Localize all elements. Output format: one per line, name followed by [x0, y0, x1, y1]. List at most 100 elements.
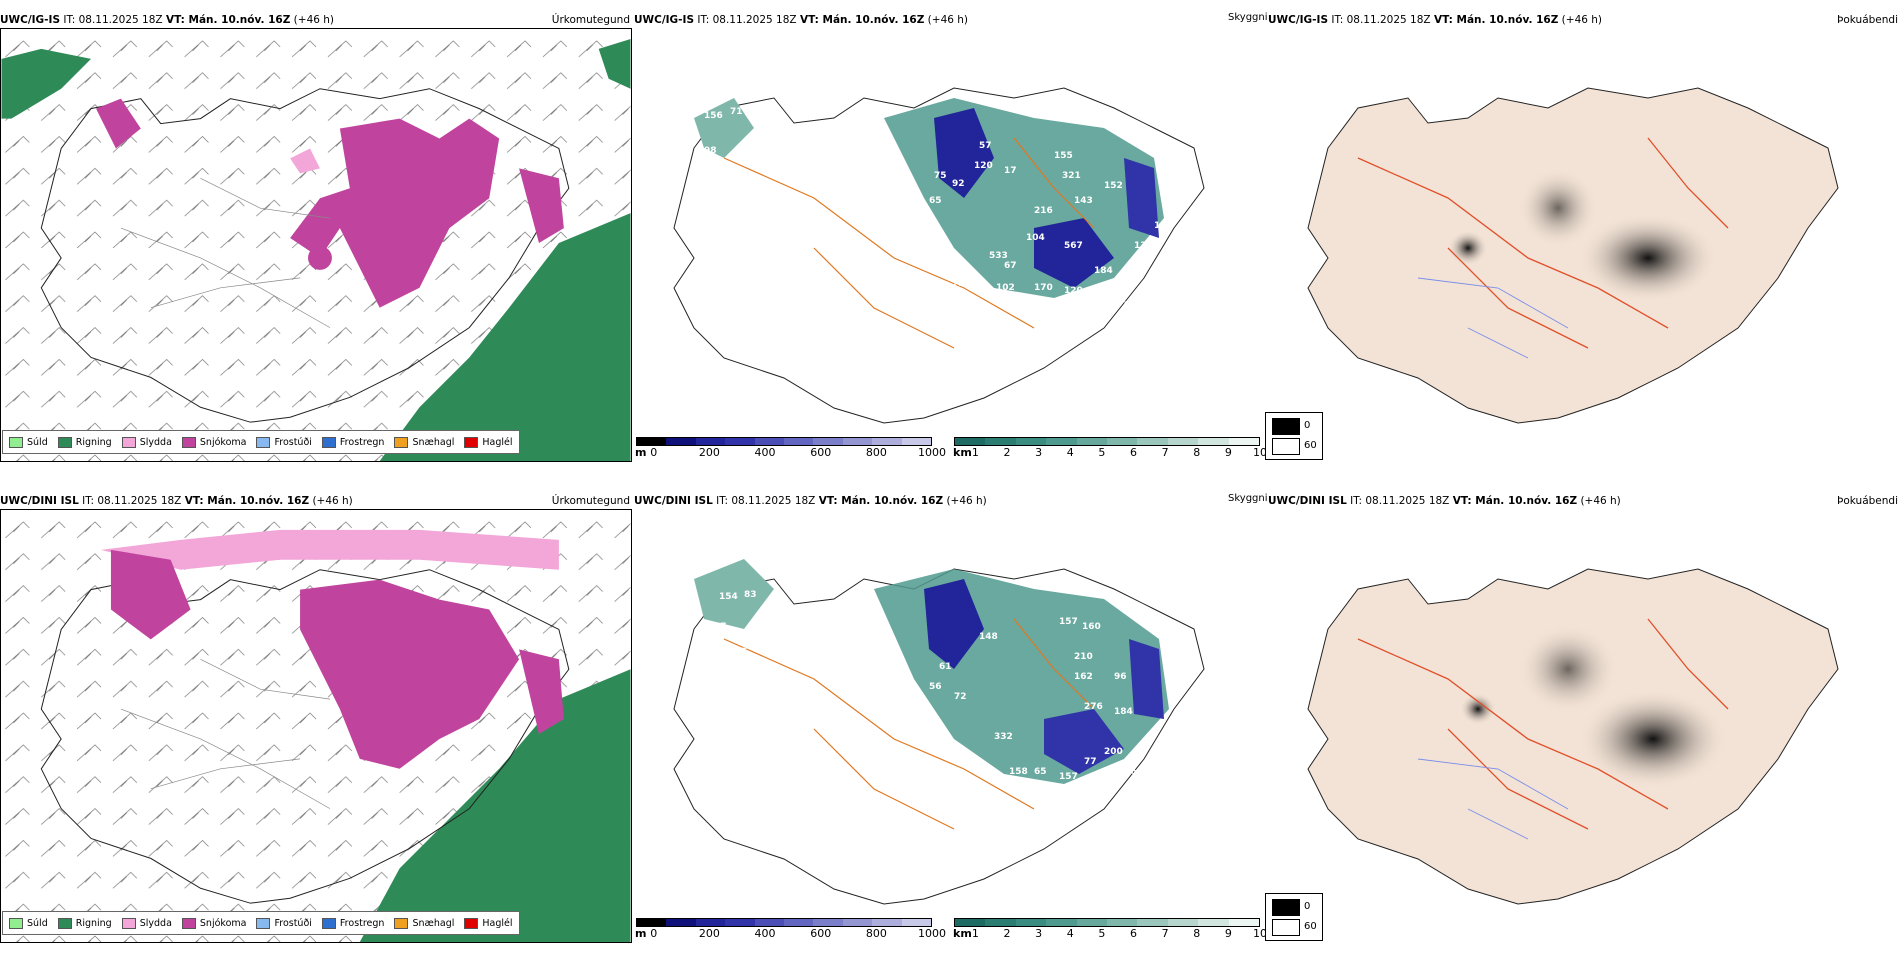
cloud-base-panel: UWC/DINI ISL IT: 08.11.2025 18Z VT: Mán.… [634, 493, 1266, 945]
fog-legend: 0 60 [1265, 893, 1323, 941]
terrain-lines [120, 658, 331, 809]
height-value-label: 102 [996, 283, 1015, 293]
legend-item-freezing-drizzle: Frostúði [256, 436, 312, 448]
legend-item-snow: Snjókoma [181, 917, 246, 929]
colorbar-tick: 6 [1130, 446, 1138, 459]
height-colorbar-swatches [636, 437, 932, 446]
visibility-colorbar-swatches [954, 437, 1260, 446]
iceland-outline [1307, 87, 1839, 424]
height-value-label: 61 [939, 662, 952, 672]
colorbar-swatch [872, 919, 902, 926]
colorbar-tick: 8 [1193, 446, 1201, 459]
colorbar-tick: 0 [650, 927, 658, 940]
visibility-unit: km [953, 446, 972, 459]
rain-area-ne [598, 38, 631, 89]
colorbar-swatch [1198, 919, 1229, 926]
rivers [1417, 277, 1569, 359]
height-labels: 154 83 67 328 61 56 72 148 157 160 210 162 96 276 184 3… [714, 590, 1138, 812]
legend-item-snow-pellets: Snæhagl [394, 917, 454, 929]
panel-header: UWC/IG-IS IT: 08.11.2025 18Z VT: Mán. 10… [634, 12, 1266, 28]
model-row-ig-is: UWC/IG-IS IT: 08.11.2025 18Z VT: Mán. 10… [0, 12, 1900, 482]
height-value-label: 96 [1124, 767, 1137, 777]
height-value-label: 157 [1059, 617, 1078, 627]
visibility-unit: km [953, 927, 972, 940]
colorbar-swatch [813, 438, 843, 445]
height-value-label: 75 [934, 171, 947, 181]
valid-time: VT: Mán. 10.nóv. 16Z [1433, 14, 1559, 26]
colorbar-tick: 9 [1224, 446, 1232, 459]
init-time: IT: 08.11.2025 18Z [1350, 495, 1450, 507]
colorbar-tick: 3 [1035, 446, 1043, 459]
model-name: UWC/DINI ISL [634, 495, 713, 507]
colorbar-swatch [754, 919, 785, 926]
height-value-label: 71 [730, 107, 743, 117]
legend-item-rain: Rigning [57, 917, 112, 929]
colorbar-tick: 1 [971, 927, 979, 940]
height-value-label: 71 [952, 279, 965, 289]
colorbar-tick: 2 [1003, 927, 1011, 940]
colorbar-swatch [901, 919, 932, 926]
colorbar-swatch [1046, 438, 1077, 445]
model-name: UWC/IG-IS [0, 14, 61, 26]
visibility-area-west [694, 559, 774, 629]
colorbar-swatch [1107, 438, 1138, 445]
fog-area [1578, 213, 1718, 303]
height-value-label: 77 [1084, 757, 1097, 767]
height-value-label: 99 [1029, 316, 1042, 326]
height-value-label: 153 [1119, 797, 1138, 807]
colorbar-swatch [695, 919, 726, 926]
height-value-label: 328 [742, 642, 761, 652]
colorbar-tick: 9 [1224, 927, 1232, 940]
legend-item-rain: Rigning [57, 436, 112, 448]
height-value-label: 104 [1026, 233, 1045, 243]
panel-title: Þokuábendi [1837, 495, 1898, 507]
colorbar-tick: 7 [1161, 927, 1169, 940]
colorbar-swatch [637, 919, 667, 926]
valid-time: VT: Mán. 10.nóv. 16Z [184, 495, 310, 507]
cloud-base-area-south [1044, 709, 1124, 774]
height-value-label: 321 [1062, 171, 1081, 181]
panel-title: Þokuábendi [1837, 14, 1898, 26]
sleet-area [290, 148, 320, 174]
iceland-outline [40, 88, 570, 423]
fog-area-north [1518, 624, 1618, 714]
height-value-label: 77 [1124, 301, 1137, 311]
colorbar-swatch [725, 438, 755, 445]
model-name: UWC/DINI ISL [1268, 495, 1347, 507]
height-value-label: 152 [1104, 181, 1123, 191]
colorbar-swatch [784, 919, 814, 926]
colorbar-swatch [695, 438, 726, 445]
model-name: UWC/DINI ISL [0, 495, 79, 507]
colorbar-tick: 7 [1161, 446, 1169, 459]
height-value-label: 162 [1074, 672, 1093, 682]
height-value-label: 148 [979, 632, 998, 642]
lead-time: (+46 h) [1561, 14, 1603, 26]
colorbar-tick: 1000 [918, 446, 946, 459]
colorbar-swatch [955, 438, 986, 445]
height-ticks: 0 200 400 600 800 1000 [636, 927, 946, 941]
colorbar-swatch [1076, 438, 1108, 445]
init-time: IT: 08.11.2025 18Z [1331, 14, 1431, 26]
fog-map [1307, 568, 1839, 905]
colorbar-swatch [1198, 438, 1229, 445]
lead-time: (+46 h) [293, 14, 335, 26]
height-value-label: 157 [1059, 772, 1078, 782]
panel-header: UWC/IG-IS IT: 08.11.2025 18Z VT: Mán. 10… [1268, 12, 1900, 28]
panel-header: UWC/IG-IS IT: 08.11.2025 18Z VT: Mán. 10… [0, 12, 632, 28]
legend-item-sleet: Slydda [121, 436, 172, 448]
height-ticks: 0 200 400 600 800 1000 [636, 446, 946, 460]
height-value-label: 216 [1034, 206, 1053, 216]
colorbar-tick: 0 [650, 446, 658, 459]
height-value-label: 132 [1134, 241, 1153, 251]
valid-time: VT: Mán. 10.nóv. 16Z [165, 14, 291, 26]
colorbar-swatch [955, 919, 986, 926]
fog-area-north [1518, 168, 1598, 248]
panel-title: Úrkomutegund [551, 495, 630, 507]
legend-dark [1272, 418, 1300, 435]
colorbar-tick: 600 [810, 927, 832, 940]
colorbar-tick: 2 [1003, 446, 1011, 459]
legend-item-freezing-rain: Frostregn [321, 917, 384, 929]
colorbar-swatch [985, 919, 1016, 926]
panel-header: UWC/DINI ISL IT: 08.11.2025 18Z VT: Mán.… [0, 493, 632, 509]
visibility-colorbar-swatches [954, 918, 1260, 927]
